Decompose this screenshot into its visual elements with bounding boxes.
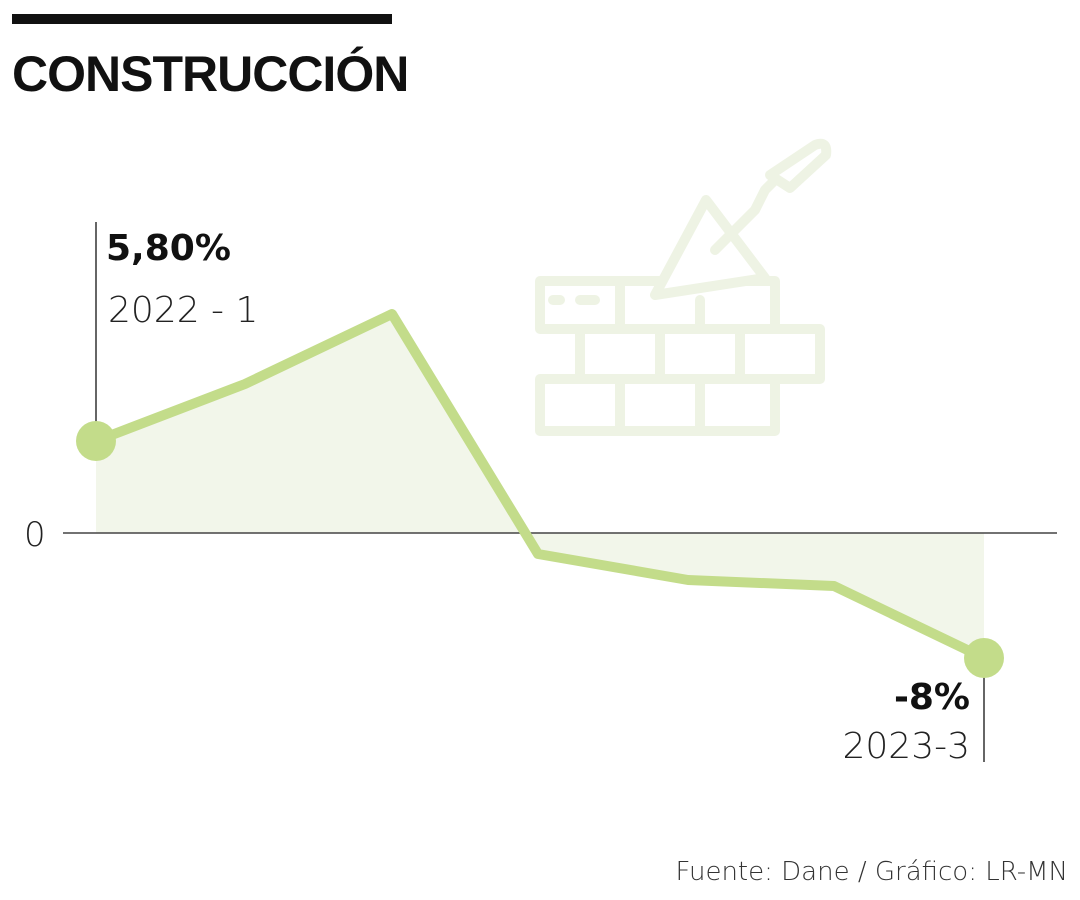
series-line [91,309,989,663]
end-value-label: -8% [893,677,970,718]
chart-title: CONSTRUCCIÓN [12,46,409,102]
brick-wall-trowel-icon [535,138,832,436]
start-value-label: 5,80% [106,228,231,269]
area-fill [96,314,984,658]
end-period-label: 2023-3 [842,726,970,767]
start-period-label: 2022 - 1 [108,290,259,331]
source-note: Fuente: Dane / Gráfico: LR-MN [675,857,1068,887]
title-rule [12,14,392,24]
end-point-marker [964,638,1004,678]
start-point-marker [76,421,116,461]
zero-tick-label: 0 [24,515,46,555]
